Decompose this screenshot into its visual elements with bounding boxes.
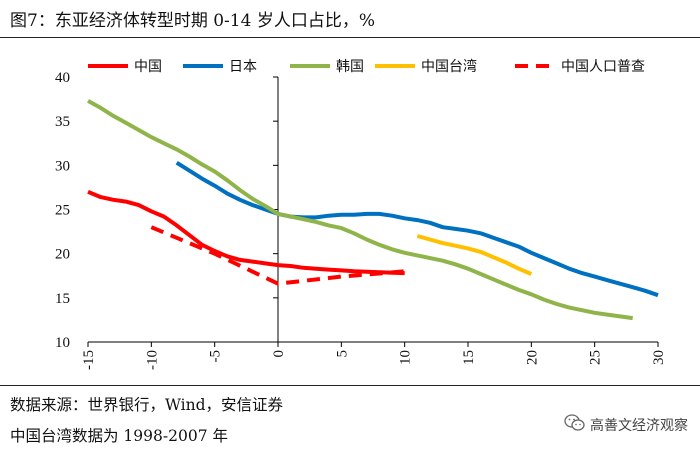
y-tick-label: 10 [55,335,70,351]
axes: 10 15 20 25 30 35 40 -15 -10 -5 0 5 10 15 20 25 30 [55,70,667,370]
x-tick-label: 10 [398,350,414,365]
y-tick-label: 20 [55,247,70,263]
legend-label: 中国 [134,59,162,75]
watermark-text: 高善文经济观察 [590,418,688,434]
legend: 中国 日本 韩国 中国台湾 中国人口普查 [88,58,645,75]
legend-label: 日本 [229,59,257,75]
line-chart: 10 15 20 25 30 35 40 -15 -10 -5 0 5 10 15 20 25 30 中国 日本 韩… [55,58,667,370]
y-tick-label: 40 [55,70,70,86]
x-tick-label: -10 [144,350,160,370]
x-tick-label: 20 [524,350,540,365]
x-tick-label: 25 [588,350,604,365]
series-line-日本 [175,161,659,298]
x-tick-label: 5 [334,350,350,358]
y-tick-label: 30 [55,158,70,174]
legend-label: 中国台湾 [421,58,477,75]
header-rule [0,37,700,38]
series-line-中国台湾 [416,234,533,276]
y-tick-label: 25 [55,203,70,219]
x-tick-label: -5 [208,350,224,363]
taiwan-note: 中国台湾数据为 1998-2007 年 [10,427,228,445]
watermark: 高善文经济观察 [564,413,688,437]
series-line-韩国 [87,99,633,321]
chart-title: 图7：东亚经济体转型时期 0-14 岁人口占比，% [10,11,375,31]
wechat-icon [564,413,586,437]
footer-rule [0,385,700,386]
x-tick-label: 15 [461,350,477,365]
series-line-中国人口普查 [150,225,405,286]
legend-label: 中国人口普查 [561,59,645,75]
x-tick-label: 30 [651,350,667,365]
y-tick-label: 15 [55,291,70,307]
x-tick-label: -15 [81,350,97,370]
y-tick-label: 35 [55,114,70,130]
legend-label: 韩国 [336,59,364,75]
source-note: 数据来源：世界银行，Wind，安信证券 [10,396,284,414]
series-line-中国 [87,189,405,276]
series-lines [87,99,659,321]
x-tick-label: 0 [271,350,287,358]
